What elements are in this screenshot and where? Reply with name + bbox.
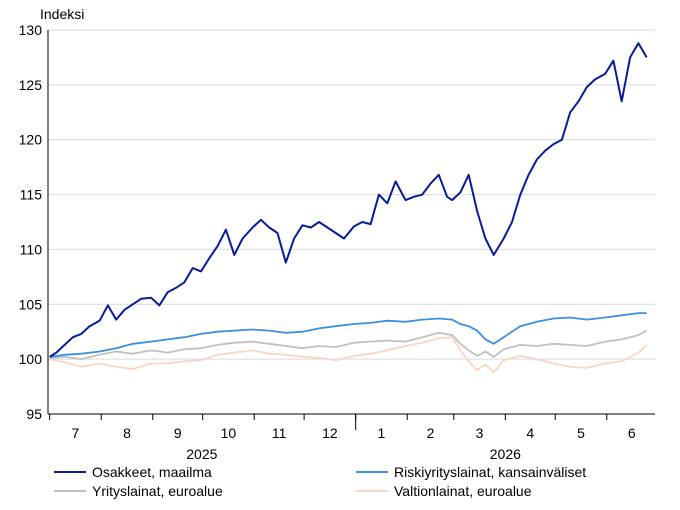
legend-item-yrityslainat: Yrityslainat, euroalue	[54, 483, 223, 499]
gridlines	[48, 29, 655, 360]
x-tick-label: 7	[72, 425, 80, 441]
y-axis-ticks: 95 100 105 110 115 120 125 130	[19, 22, 49, 422]
legend-label-valtionlainat: Valtionlainat, euroalue	[394, 483, 532, 499]
y-tick-label: 130	[19, 22, 43, 38]
y-tick-label: 120	[19, 132, 43, 148]
legend-label-osakkeet: Osakkeet, maailma	[92, 464, 212, 480]
x-tick-label: 6	[628, 425, 636, 441]
y-tick-label: 95	[26, 406, 42, 422]
legend: Osakkeet, maailma Riskiyrityslainat, kan…	[0, 460, 680, 504]
legend-swatch-valtionlainat	[356, 490, 388, 492]
y-tick-label: 110	[20, 241, 43, 257]
y-tick-label: 125	[19, 77, 43, 93]
x-tick-label: 8	[123, 425, 131, 441]
legend-swatch-osakkeet	[54, 471, 86, 473]
x-tick-label: 12	[322, 425, 338, 441]
x-tick-label: 5	[577, 425, 585, 441]
legend-item-valtionlainat: Valtionlainat, euroalue	[356, 483, 532, 499]
year-label: 2026	[490, 446, 521, 460]
x-tick-label: 2	[427, 425, 435, 441]
y-tick-label: 100	[19, 351, 43, 367]
series-line-3	[49, 336, 648, 374]
legend-label-yrityslainat: Yrityslainat, euroalue	[92, 483, 223, 499]
x-tick-label: 4	[526, 425, 534, 441]
x-tick-label: 11	[272, 425, 287, 441]
y-unit-label: Indeksi	[40, 6, 84, 22]
legend-item-osakkeet: Osakkeet, maailma	[54, 464, 212, 480]
x-tick-label: 10	[221, 425, 237, 441]
x-tick-label: 9	[174, 425, 182, 441]
series-line-2	[49, 329, 648, 361]
legend-item-riskiyrityslainat: Riskiyrityslainat, kansainväliset	[356, 464, 586, 480]
series-lines	[49, 42, 648, 374]
legend-swatch-yrityslainat	[54, 490, 86, 492]
x-tick-label: 1	[378, 425, 386, 441]
x-tick-label: 3	[476, 425, 484, 441]
y-tick-label: 115	[20, 187, 43, 203]
series-line-1	[49, 312, 647, 358]
y-tick-label: 105	[19, 296, 43, 312]
legend-swatch-riskiyrityslainat	[356, 471, 388, 473]
year-label: 2025	[186, 446, 217, 460]
legend-label-riskiyrityslainat: Riskiyrityslainat, kansainväliset	[394, 464, 587, 480]
series-line-0	[49, 42, 648, 358]
